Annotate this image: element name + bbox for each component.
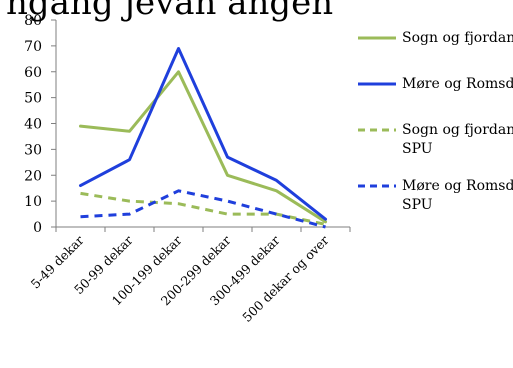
y-tick-label: 60: [24, 65, 42, 81]
series-line-1: [79, 70, 327, 224]
y-tick-label: 20: [24, 168, 42, 184]
series-layer: [79, 47, 327, 229]
y-tick-label: 0: [33, 220, 42, 236]
y-tick-label: 10: [24, 194, 42, 210]
series-line-4: [80, 189, 326, 229]
legend: Sogn og fjordane Møre og Romsdal Sogn og f…: [358, 30, 513, 213]
legend-label: Sogn og fjordane: [402, 122, 513, 138]
chart-title-fragment: ngång jevan angen: [6, 0, 333, 23]
y-tick-label: 40: [24, 117, 42, 133]
y-tick-label: 50: [24, 91, 42, 107]
legend-label: SPU: [402, 141, 433, 157]
legend-label: Sogn og fjordane: [402, 30, 513, 46]
y-tick-label: 70: [24, 39, 42, 55]
series-line-2: [79, 47, 327, 221]
y-tick-label: 30: [24, 142, 42, 158]
legend-label: SPU: [402, 197, 433, 213]
legend-label: Møre og Romsdal: [402, 178, 513, 194]
y-tick-label: 80: [24, 13, 42, 29]
legend-label: Møre og Romsdal: [402, 76, 513, 92]
